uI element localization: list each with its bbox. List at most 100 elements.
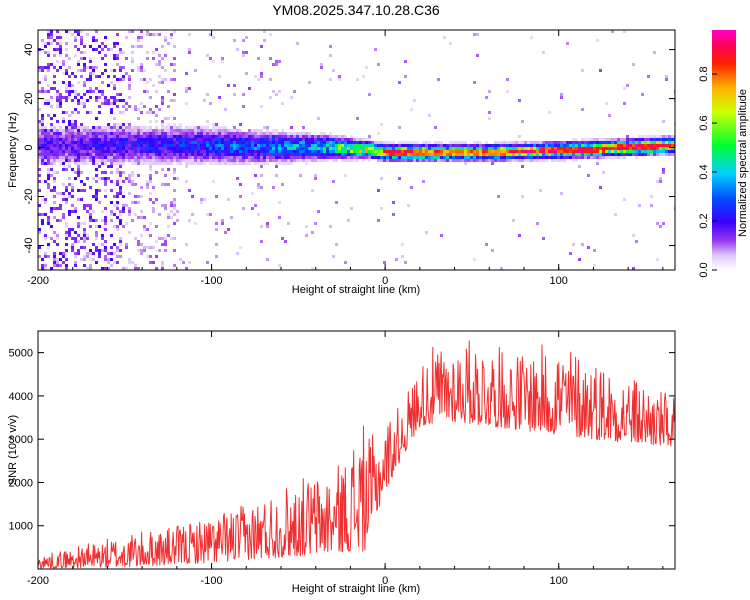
heatmap-cell (101, 153, 104, 156)
heatmap-cell (245, 138, 248, 141)
heatmap-cell (278, 132, 281, 135)
heatmap-cell (212, 144, 215, 147)
heatmap-cell (611, 147, 614, 150)
heatmap-cell (53, 258, 56, 261)
heatmap-cell (227, 150, 230, 153)
heatmap-cell (170, 99, 173, 102)
heatmap-cell (305, 225, 308, 228)
heatmap-cell (221, 162, 224, 165)
heatmap-cell (587, 156, 590, 159)
heatmap-cell (581, 69, 584, 72)
heatmap-cell (329, 78, 332, 81)
heatmap-cell (320, 153, 323, 156)
heatmap-cell (116, 153, 119, 156)
heatmap-cell (134, 213, 137, 216)
heatmap-cell (164, 240, 167, 243)
heatmap-cell (95, 234, 98, 237)
heatmap-cell (452, 159, 455, 162)
heatmap-cell (59, 96, 62, 99)
heatmap-cell (599, 186, 602, 189)
heatmap-cell (563, 147, 566, 150)
heatmap-cell (101, 93, 104, 96)
heatmap-cell (473, 33, 476, 36)
heatmap-cell (65, 99, 68, 102)
heatmap-cell (641, 93, 644, 96)
heatmap-cell (143, 162, 146, 165)
heatmap-cell (242, 138, 245, 141)
heatmap-cell (53, 201, 56, 204)
heatmap-cell (128, 180, 131, 183)
heatmap-cell (371, 147, 374, 150)
heatmap-cell (173, 93, 176, 96)
heatmap-cell (86, 162, 89, 165)
heatmap-cell (548, 147, 551, 150)
heatmap-cell (356, 138, 359, 141)
heatmap-cell (41, 156, 44, 159)
heatmap-cell (143, 78, 146, 81)
heatmap-cell (98, 150, 101, 153)
heatmap-cell (71, 33, 74, 36)
heatmap-cell (452, 144, 455, 147)
heatmap-cell (362, 75, 365, 78)
heatmap-cell (101, 135, 104, 138)
heatmap-cell (140, 129, 143, 132)
heatmap-cell (83, 156, 86, 159)
heatmap-cell (209, 153, 212, 156)
heatmap-cell (617, 141, 620, 144)
heatmap-cell (89, 96, 92, 99)
heatmap-cell (122, 150, 125, 153)
heatmap-cell (569, 150, 572, 153)
heatmap-cell (173, 132, 176, 135)
heatmap-cell (662, 153, 665, 156)
heatmap-cell (74, 231, 77, 234)
heatmap-cell (89, 57, 92, 60)
heatmap-cell (542, 144, 545, 147)
heatmap-cell (101, 81, 104, 84)
heatmap-cell (77, 102, 80, 105)
heatmap-cell (173, 153, 176, 156)
heatmap-cell (134, 138, 137, 141)
heatmap-cell (155, 114, 158, 117)
heatmap-cell (131, 51, 134, 54)
heatmap-cell (512, 141, 515, 144)
heatmap-cell (218, 150, 221, 153)
heatmap-cell (185, 138, 188, 141)
heatmap-cell (434, 144, 437, 147)
heatmap-cell (83, 105, 86, 108)
heatmap-cell (356, 117, 359, 120)
heatmap-cell (110, 219, 113, 222)
heatmap-cell (161, 123, 164, 126)
heatmap-cell (47, 171, 50, 174)
heatmap-cell (38, 153, 41, 156)
heatmap-cell (185, 72, 188, 75)
heatmap-cell (464, 147, 467, 150)
heatmap-cell (446, 144, 449, 147)
heatmap-cell (53, 162, 56, 165)
heatmap-cell (110, 246, 113, 249)
heatmap-cell (278, 138, 281, 141)
heatmap-cell (236, 138, 239, 141)
heatmap-cell (194, 150, 197, 153)
heatmap-cell (392, 201, 395, 204)
heatmap-cell (248, 135, 251, 138)
heatmap-cell (488, 90, 491, 93)
heatmap-cell (104, 162, 107, 165)
heatmap-cell (158, 213, 161, 216)
heatmap-cell (242, 51, 245, 54)
heatmap-cell (533, 159, 536, 162)
heatmap-cell (620, 144, 623, 147)
heatmap-cell (77, 63, 80, 66)
heatmap-cell (317, 147, 320, 150)
heatmap-cell (494, 147, 497, 150)
heatmap-cell (485, 243, 488, 246)
heatmap-cell (221, 126, 224, 129)
heatmap-cell (74, 75, 77, 78)
heatmap-cell (656, 180, 659, 183)
heatmap-cell (128, 75, 131, 78)
heatmap-cell (53, 138, 56, 141)
heatmap-cell (128, 177, 131, 180)
heatmap-cell (125, 246, 128, 249)
heatmap-cell (110, 147, 113, 150)
heatmap-cell (80, 258, 83, 261)
